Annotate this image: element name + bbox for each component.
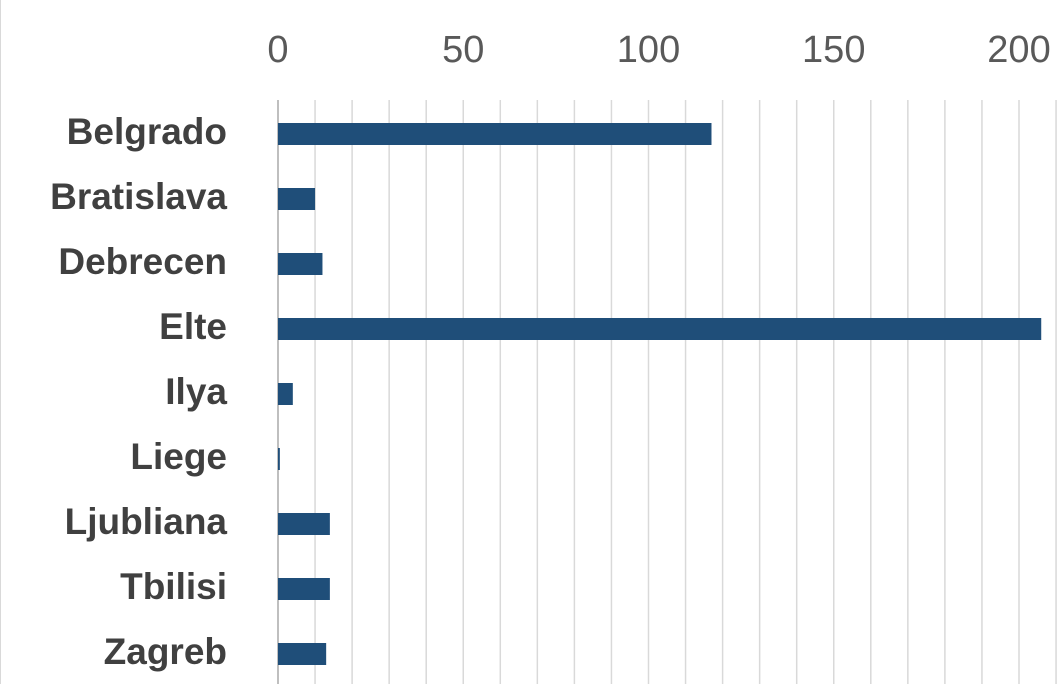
bar-zagreb: [278, 643, 327, 665]
value-axis-ticks: 0 50 100 150 200: [267, 29, 1050, 71]
category-label: Belgrado: [67, 111, 227, 152]
category-label: Ilya: [165, 371, 227, 412]
x-tick-label: 150: [802, 29, 865, 71]
category-label: Liege: [130, 436, 227, 477]
bar-tbilisi: [278, 578, 330, 600]
bar-debrecen: [278, 253, 323, 275]
category-label: Elte: [159, 306, 227, 347]
category-label: Zagreb: [104, 631, 227, 672]
gridlines: [314, 100, 1057, 684]
category-labels: Belgrado Bratislava Debrecen Elte Ilya Liege L…: [50, 111, 227, 672]
x-tick-label: 200: [987, 29, 1050, 71]
category-label: Ljubliana: [65, 501, 228, 542]
bar-elte: [278, 318, 1042, 340]
bar-belgrado: [278, 123, 712, 145]
bar-ilya: [278, 383, 293, 405]
bar-liege: [278, 448, 280, 470]
x-tick-label: 100: [617, 29, 680, 71]
x-tick-label: 0: [267, 29, 288, 71]
bars: [278, 123, 1042, 665]
category-label: Tbilisi: [120, 566, 227, 607]
category-label: Bratislava: [50, 176, 227, 217]
category-label: Debrecen: [58, 241, 227, 282]
x-tick-label: 50: [442, 29, 484, 71]
bar-bratislava: [278, 188, 316, 210]
bar-ljubliana: [278, 513, 330, 535]
